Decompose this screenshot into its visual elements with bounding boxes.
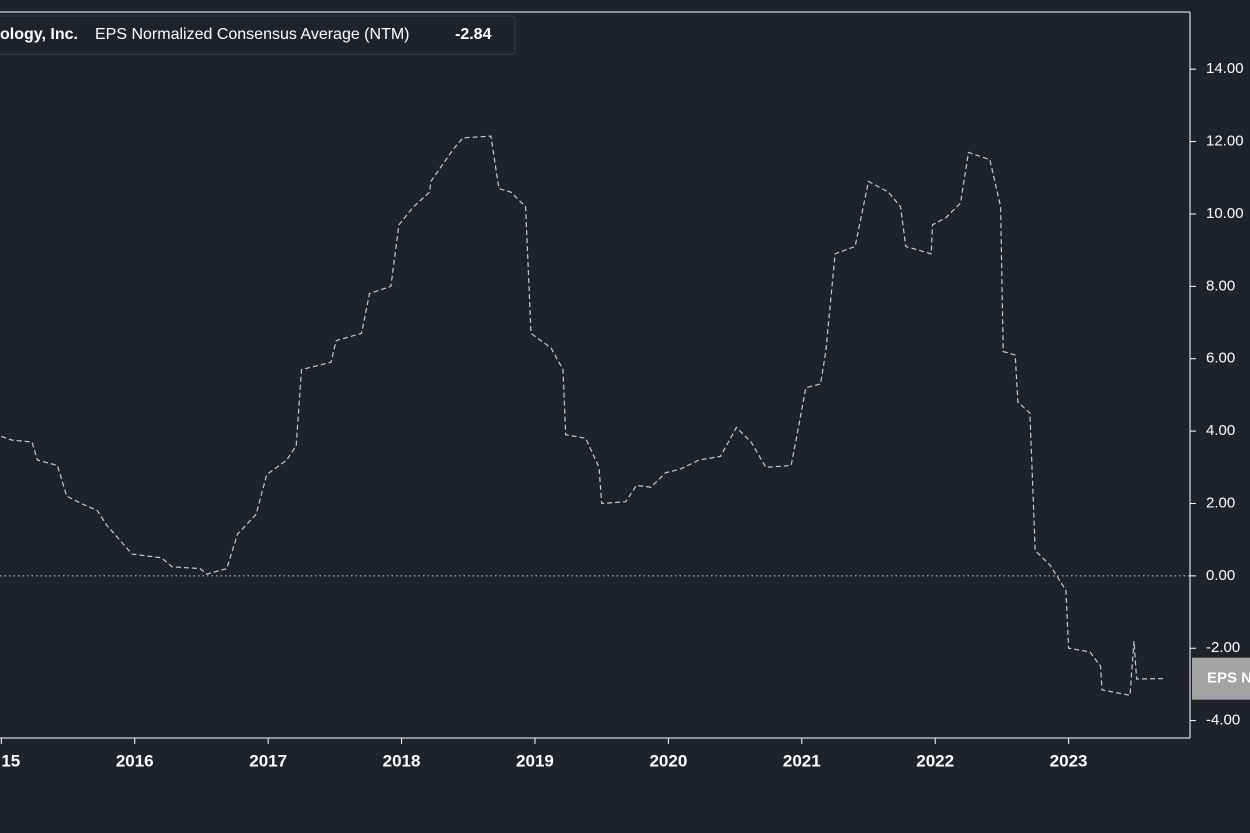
x-tick-label: 2016 bbox=[116, 751, 154, 770]
x-tick-label: 2018 bbox=[383, 751, 421, 770]
x-tick-label: 15 bbox=[1, 751, 20, 770]
y-tick-label: -2.00 bbox=[1206, 639, 1240, 656]
value-badge-text: EPS N bbox=[1207, 670, 1250, 687]
y-tick-label: 10.00 bbox=[1206, 205, 1244, 222]
y-tick-label: 12.00 bbox=[1206, 133, 1244, 150]
y-tick-label: 2.00 bbox=[1206, 494, 1235, 511]
legend-series-name: EPS Normalized Consensus Average (NTM) bbox=[95, 26, 410, 43]
legend-company: ology, Inc. bbox=[0, 26, 78, 43]
legend-value: -2.84 bbox=[455, 26, 492, 43]
x-tick-label: 2019 bbox=[516, 751, 554, 770]
x-tick-label: 2022 bbox=[916, 751, 954, 770]
y-tick-label: 8.00 bbox=[1206, 277, 1235, 294]
y-tick-label: 0.00 bbox=[1206, 567, 1235, 584]
y-tick-label: 6.00 bbox=[1206, 350, 1235, 367]
x-tick-label: 2020 bbox=[649, 751, 687, 770]
series-line bbox=[1, 135, 1165, 697]
x-tick-label: 2023 bbox=[1050, 751, 1088, 770]
y-tick-label: -4.00 bbox=[1206, 712, 1240, 729]
x-tick-label: 2021 bbox=[783, 751, 821, 770]
y-tick-label: 4.00 bbox=[1206, 422, 1235, 439]
y-tick-label: 14.00 bbox=[1206, 60, 1244, 77]
legend-box bbox=[0, 15, 516, 55]
value-badge bbox=[1192, 657, 1250, 700]
x-tick-label: 2017 bbox=[249, 751, 287, 770]
